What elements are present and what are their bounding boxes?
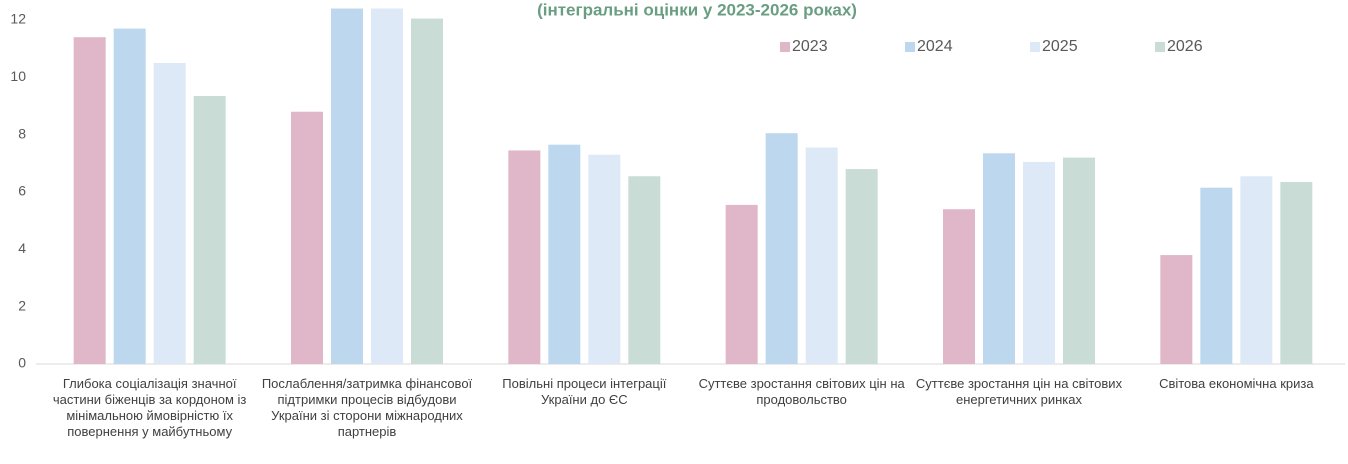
y-tick-label: 8 <box>18 125 26 141</box>
bar <box>508 150 541 364</box>
legend-swatch <box>1155 42 1165 52</box>
bar <box>845 169 878 364</box>
y-tick-label: 0 <box>18 355 26 371</box>
y-tick-label: 10 <box>10 68 26 84</box>
bar <box>548 144 581 364</box>
legend-label: 2023 <box>792 38 828 55</box>
x-tick-label: Світова економічна криза <box>1159 376 1314 391</box>
bar <box>1280 181 1313 364</box>
bar <box>628 176 661 364</box>
bar <box>371 8 403 365</box>
y-tick-label: 4 <box>18 240 26 256</box>
bar <box>1160 255 1193 364</box>
bar <box>725 204 758 364</box>
bar <box>983 153 1015 364</box>
bar <box>331 8 363 365</box>
x-tick-label: Послаблення/затримка фінансової підтримк… <box>261 376 473 439</box>
y-tick-label: 6 <box>18 183 26 199</box>
bar <box>1063 157 1095 364</box>
legend-swatch <box>905 42 915 52</box>
bar <box>805 147 838 364</box>
bar <box>411 18 443 365</box>
legend-label: 2026 <box>1167 38 1203 55</box>
x-tick-label: Повільні процеси інтеграції України до Є… <box>502 376 667 407</box>
bar <box>73 37 106 364</box>
x-tick-label: Суттєве зростання світових цін на продов… <box>698 376 905 407</box>
legend-label: 2025 <box>1042 38 1078 55</box>
bar <box>943 209 975 364</box>
bar <box>153 63 186 364</box>
bar <box>588 154 621 364</box>
legend-swatch <box>780 42 790 52</box>
y-tick-label: 2 <box>18 297 26 313</box>
bar <box>291 111 323 364</box>
x-tick-label: Суттєве зростання цін на світових енерге… <box>915 376 1123 407</box>
bar <box>1200 187 1233 364</box>
bar <box>193 95 226 364</box>
y-tick-label: 12 <box>10 11 26 27</box>
bar <box>1240 176 1273 364</box>
x-tick-label: Глибока соціалізація значної частини біж… <box>52 376 247 439</box>
chart-subtitle: (інтегральні оцінки у 2023-2026 роках) <box>537 0 857 19</box>
bar <box>113 28 146 364</box>
legend-swatch <box>1030 42 1040 52</box>
legend-label: 2024 <box>917 38 953 55</box>
bar <box>765 133 798 364</box>
bar <box>1023 161 1055 364</box>
